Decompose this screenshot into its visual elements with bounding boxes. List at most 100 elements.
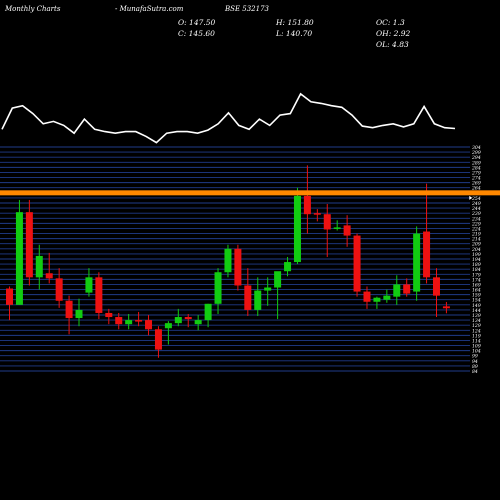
indicator-line [1, 92, 456, 144]
candle-up [194, 320, 202, 325]
candle-up [284, 262, 292, 272]
candle-up [224, 248, 232, 273]
tick-label: 119 [472, 333, 481, 339]
low-value: L: 140.70 [276, 29, 313, 38]
candle-down [234, 248, 242, 286]
oc-value: OC: 1.3 [376, 18, 405, 27]
tick-label: 294 [471, 155, 481, 161]
last-price-marker [469, 195, 473, 200]
tick-label: 124 [472, 328, 481, 334]
close-value: C: 145.60 [178, 29, 215, 38]
candle-down [65, 300, 73, 319]
candle-down [432, 277, 440, 296]
tick-label: 99 [472, 354, 478, 360]
tick-label: 214 [471, 237, 481, 243]
candle-up [293, 195, 301, 263]
tick-label: 274 [471, 176, 481, 182]
candle-down [145, 320, 153, 330]
high-value: H: 151.80 [276, 18, 314, 27]
tick-label: 134 [472, 318, 481, 324]
tick-label: 89 [472, 364, 478, 370]
candle-up [383, 295, 391, 300]
candle-up [264, 287, 272, 291]
chart-type-label: Monthly Charts [5, 5, 61, 13]
candle-up [373, 297, 381, 302]
candle-down [303, 195, 311, 215]
tick-label: 189 [472, 262, 481, 268]
tick-label: 184 [472, 267, 481, 273]
tick-label: 154 [472, 298, 481, 304]
tick-label: 164 [472, 288, 481, 294]
candle-up [75, 309, 83, 319]
tick-label: 174 [472, 277, 481, 283]
candle-up [35, 255, 43, 278]
symbol-label: BSE 532173 [225, 5, 269, 13]
tick-label: 299 [471, 150, 481, 156]
resistance-line [0, 190, 500, 196]
tick-label: 104 [472, 349, 481, 355]
candle-down [45, 273, 53, 279]
candle-down [313, 213, 321, 215]
candle-down [353, 235, 361, 292]
tick-label: 254 [471, 196, 481, 202]
y-axis-ticks: 3042992942892842792742692642592542492442… [471, 145, 481, 375]
candle-down [154, 329, 162, 350]
resistance-layer [0, 190, 500, 200]
tick-label: 199 [472, 252, 481, 258]
tick-label: 289 [471, 160, 481, 166]
candles [6, 165, 450, 358]
tick-label: 114 [472, 338, 481, 344]
site-label: - MunafaSutra.com [115, 5, 184, 13]
candle-up [274, 271, 282, 288]
candle-up [85, 277, 93, 293]
tick-label: 149 [472, 303, 481, 309]
tick-label: 219 [471, 232, 481, 238]
tick-label: 204 [471, 247, 481, 253]
open-value: O: 147.50 [178, 18, 216, 27]
tick-label: 144 [472, 308, 481, 314]
candle-down [244, 285, 252, 310]
oh-value: OH: 2.92 [376, 29, 411, 38]
ol-value: OL: 4.83 [376, 40, 409, 49]
tick-label: 159 [472, 293, 481, 299]
tick-label: 234 [471, 216, 481, 222]
price-grid [0, 146, 470, 372]
candle-down [184, 317, 192, 320]
candle-up [204, 303, 212, 321]
candle-up [393, 284, 401, 297]
tick-label: 229 [471, 221, 481, 227]
candle-down [95, 277, 103, 313]
tick-label: 264 [471, 186, 481, 192]
tick-label: 249 [471, 201, 481, 207]
tick-label: 109 [472, 344, 481, 350]
candle-down [323, 214, 331, 230]
indicator-panel [1, 92, 456, 144]
candle-up [174, 317, 182, 324]
candle-down [6, 288, 13, 305]
candle-up [214, 272, 222, 304]
tick-label: 179 [472, 272, 481, 278]
candle-down [403, 284, 411, 294]
tick-label: 304 [472, 145, 481, 151]
candle-up [254, 290, 262, 310]
tick-label: 169 [472, 282, 481, 288]
tick-label: 239 [471, 211, 481, 217]
tick-label: 139 [472, 313, 481, 319]
candle-down [55, 278, 63, 301]
tick-label: 194 [472, 257, 481, 263]
tick-label: 209 [471, 242, 481, 248]
tick-label: 279 [471, 170, 481, 176]
candle-down [423, 231, 431, 278]
tick-label: 84 [472, 369, 478, 375]
candle-up [15, 212, 23, 305]
site-name: MunafaSutra.com [119, 5, 184, 13]
candle-up [333, 227, 341, 229]
tick-label: 269 [471, 181, 481, 187]
candle-down [343, 225, 351, 236]
tick-label: 244 [471, 206, 481, 212]
tick-label: 284 [471, 165, 481, 171]
candle-down [135, 320, 143, 322]
candle-down [442, 306, 450, 309]
candle-down [25, 212, 33, 278]
candle-down [115, 317, 123, 325]
